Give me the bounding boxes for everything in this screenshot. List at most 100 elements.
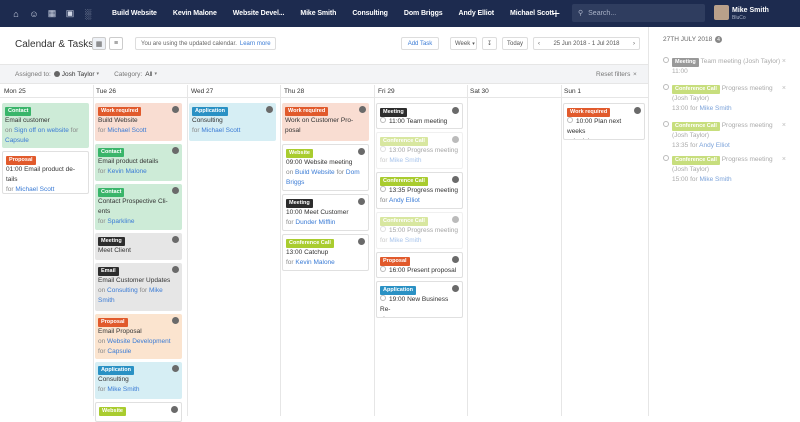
task-card[interactable]: Application Consulting for Mike Smith (95, 362, 182, 399)
contact-link[interactable]: Mike Smith (699, 105, 732, 112)
close-icon[interactable]: × (781, 58, 786, 65)
calendar-view-button[interactable]: ▦ (92, 37, 106, 50)
view-select[interactable]: Week ▾ (450, 37, 477, 50)
opportunity-link[interactable]: Website Development (107, 338, 171, 345)
task-checkbox[interactable] (663, 84, 669, 90)
close-icon[interactable]: × (633, 70, 637, 78)
task-checkbox[interactable] (380, 146, 386, 152)
close-icon[interactable]: × (781, 156, 786, 163)
agenda-count-badge: 4 (715, 36, 722, 43)
assigned-select[interactable]: Josh Taylor (61, 70, 95, 78)
building-icon[interactable]: ░ (84, 8, 92, 19)
task-card[interactable]: Meeting Meet Client (95, 233, 182, 260)
contact-link-cont[interactable]: Smith (98, 297, 115, 304)
avatar[interactable] (714, 5, 729, 20)
task-card[interactable]: Application Consulting for Michael Scott (189, 103, 276, 141)
contact-link[interactable]: Mike Smith (389, 157, 422, 164)
tab-build-website[interactable]: Build Website (112, 10, 157, 17)
contact-link[interactable]: Mike (148, 287, 163, 294)
add-new-icon[interactable]: + (551, 5, 561, 21)
contact-link[interactable]: Andy Elliot (389, 197, 420, 204)
category-select[interactable]: All (145, 70, 153, 78)
opportunity-link[interactable]: Sign off on website (14, 127, 69, 134)
agenda-item[interactable]: Meeting Team meeting (Josh Taylor) 11:00 (663, 57, 789, 77)
contact-link[interactable]: Capsule (107, 348, 132, 355)
date-range-picker[interactable]: ‹ 25 Jun 2018 - 1 Jul 2018 › (533, 37, 640, 50)
opportunity-link[interactable]: Build Website (295, 169, 335, 176)
reset-filters-button[interactable]: Reset filters (596, 70, 631, 78)
task-card[interactable]: Conference Call 15:00 Progress meeting f… (376, 212, 463, 249)
task-checkbox[interactable] (380, 186, 386, 192)
task-card[interactable]: Proposal Email Proposal on Website Devel… (95, 314, 182, 359)
task-card[interactable]: Application 19:00 New Business Re- views (376, 281, 463, 318)
contact-link-cont[interactable]: Briggs (286, 179, 305, 186)
task-card[interactable]: Work required Work on Customer Pro- posa… (282, 103, 369, 141)
task-checkbox[interactable] (380, 266, 386, 272)
task-checkbox[interactable] (663, 121, 669, 127)
task-card[interactable]: Website 09:00 Website meeting on Build W… (282, 144, 369, 191)
home-icon[interactable]: ⌂ (13, 8, 19, 19)
close-icon[interactable]: × (781, 122, 786, 129)
task-card[interactable]: Website (95, 402, 182, 422)
task-checkbox[interactable] (380, 117, 386, 123)
contact-link[interactable]: Mike Smith (699, 176, 732, 183)
prev-week-icon[interactable]: ‹ (538, 40, 540, 47)
task-title: Contact Prospective Cli- (98, 198, 168, 205)
contact-link[interactable]: Sparkline (107, 218, 135, 225)
contact-link[interactable]: Capsule (5, 137, 29, 144)
contact-link[interactable]: Mike Smith (389, 237, 422, 244)
tab-mike-smith[interactable]: Mike Smith (300, 10, 337, 17)
tab-website-development[interactable]: Website Devel... (232, 10, 285, 17)
contact-link[interactable]: Dom (345, 169, 360, 176)
download-button[interactable]: ↧ (482, 37, 497, 50)
learn-more-link[interactable]: Learn more (239, 40, 271, 47)
task-card[interactable]: Work required Build Website for Michael … (95, 103, 182, 141)
calendar-icon[interactable]: ▦ (47, 8, 57, 18)
agenda-item[interactable]: Conference Call Progress meeting (Josh T… (663, 121, 789, 151)
day-column-mon: Contact Email customer on Sign off on we… (0, 98, 93, 416)
next-week-icon[interactable]: › (633, 40, 635, 47)
task-card[interactable]: Email Email Customer Updates on Consulti… (95, 263, 182, 311)
tab-kevin-malone[interactable]: Kevin Malone (172, 10, 217, 17)
user-name[interactable]: Mike Smith (732, 7, 769, 14)
today-button[interactable]: Today (502, 37, 528, 50)
add-task-button[interactable]: Add Task (401, 37, 439, 50)
contact-link[interactable]: Kevin Malone (295, 259, 335, 266)
list-view-button[interactable]: ≡ (109, 37, 123, 50)
tab-consulting[interactable]: Consulting (352, 10, 388, 17)
task-card[interactable]: Conference Call 13:35 Progress meeting f… (376, 172, 463, 209)
task-card[interactable]: Conference Call 13:00 Catchup for Kevin … (282, 234, 369, 271)
task-card[interactable]: Meeting 11:00 Team meeting (376, 103, 463, 129)
task-card[interactable]: Work required 10:00 Plan next weeks sche… (563, 103, 645, 140)
task-card[interactable]: Proposal 16:00 Present proposal (376, 252, 463, 278)
person-icon[interactable]: ☺ (29, 8, 39, 19)
task-checkbox[interactable] (663, 57, 669, 63)
tab-dom-briggs[interactable]: Dom Briggs (403, 10, 443, 17)
task-checkbox[interactable] (380, 295, 386, 301)
contact-link[interactable]: Andy Elliot (699, 142, 730, 149)
task-checkbox[interactable] (567, 117, 573, 123)
contact-link[interactable]: Michael Scott (201, 127, 241, 134)
agenda-item[interactable]: Conference Call Progress meeting (Josh T… (663, 84, 789, 114)
task-card[interactable]: Contact Email product details for Kevin … (95, 144, 182, 181)
search-input[interactable]: ⚲ Search... (572, 4, 705, 22)
task-checkbox[interactable] (380, 226, 386, 232)
agenda-item[interactable]: Conference Call Progress meeting (Josh T… (663, 155, 789, 185)
task-checkbox[interactable] (663, 155, 669, 161)
task-card[interactable]: Conference Call 13:00 Progress meeting f… (376, 132, 463, 169)
task-card[interactable]: Contact Contact Prospective Cli- ents fo… (95, 184, 182, 230)
task-title: 19:00 New Business Re- (380, 296, 449, 313)
tab-andy-elliot[interactable]: Andy Elliot (458, 10, 495, 17)
task-card[interactable]: Meeting 10:00 Meet Customer for Dunder M… (282, 194, 369, 231)
task-card[interactable]: Proposal 01:00 Email product de- tails f… (2, 151, 89, 194)
opportunity-link[interactable]: Consulting (107, 287, 138, 294)
tab-michael-scott[interactable]: Michael Scott (510, 10, 554, 17)
close-icon[interactable]: × (781, 85, 786, 92)
contact-link[interactable]: Michael Scott (15, 186, 55, 193)
task-card[interactable]: Contact Email customer on Sign off on we… (2, 103, 89, 148)
contact-link[interactable]: Michael Scott (107, 127, 147, 134)
contact-link[interactable]: Kevin Malone (107, 168, 147, 175)
contact-link[interactable]: Mike Smith (107, 386, 140, 393)
briefcase-icon[interactable]: ▣ (65, 8, 75, 18)
contact-link[interactable]: Dunder Mifflin (295, 219, 336, 226)
